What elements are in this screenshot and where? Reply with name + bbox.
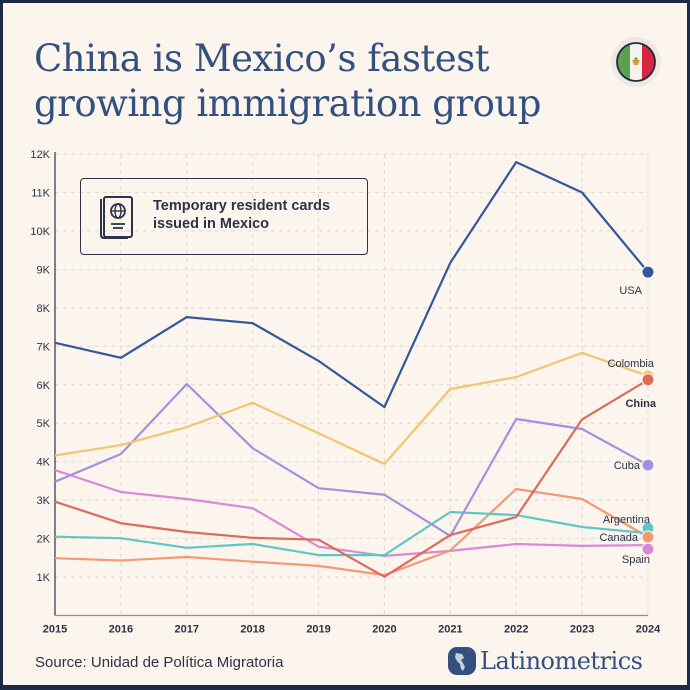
spain-flag-icon xyxy=(641,542,655,556)
source-note: Source: Unidad de Política Migratoria xyxy=(35,654,284,671)
flag-marker xyxy=(641,373,655,387)
axes xyxy=(54,152,648,617)
series-label-canada: Canada xyxy=(599,532,638,544)
y-tick-label: 6K xyxy=(37,380,51,392)
brand-logo: Latinometrics xyxy=(448,644,643,678)
series-label-usa: USA xyxy=(619,285,642,297)
x-tick-label: 2017 xyxy=(175,624,199,636)
y-tick-label: 11K xyxy=(31,187,50,199)
series-end-markers xyxy=(641,265,655,556)
y-tick-label: 7K xyxy=(37,341,51,353)
usa-flag-icon xyxy=(641,265,655,279)
infographic-frame xyxy=(3,3,687,685)
series-label-cuba: Cuba xyxy=(614,460,641,472)
flag-marker xyxy=(641,542,655,556)
series-label-colombia: Colombia xyxy=(608,358,655,370)
series-label-spain: Spain xyxy=(622,554,650,566)
y-axis-ticks: 1K 2K 3K 4K 5K 6K 7K 8K 9K 10K 11K 12K xyxy=(30,149,50,584)
y-tick-label: 4K xyxy=(37,457,51,469)
series-label-argentina: Argentina xyxy=(603,514,651,526)
passport-icon xyxy=(100,196,133,239)
x-tick-label: 2015 xyxy=(43,624,67,636)
flag-marker xyxy=(641,458,655,472)
y-tick-label: 9K xyxy=(37,264,51,276)
page-title: China is Mexico’s fastest growing immigr… xyxy=(34,37,541,125)
flag-marker xyxy=(641,265,655,279)
legend-text: Temporary resident cards issued in Mexic… xyxy=(153,198,331,232)
brand-name: Latinometrics xyxy=(480,647,643,675)
y-tick-label: 1K xyxy=(37,572,51,584)
series-line-cuba xyxy=(54,382,649,538)
y-tick-label: 3K xyxy=(37,495,51,507)
series-lines xyxy=(54,161,649,578)
x-tick-label: 2024 xyxy=(636,624,661,636)
x-tick-label: 2019 xyxy=(306,624,330,636)
canada-flag-icon xyxy=(641,530,655,544)
series-label-china: China xyxy=(625,398,656,410)
x-tick-label: 2022 xyxy=(504,624,528,636)
series-line-colombia xyxy=(54,351,649,466)
x-tick-label: 2018 xyxy=(240,624,264,636)
series-labels: USA Colombia China Cuba Argentina Canada Spain xyxy=(599,285,656,566)
x-tick-label: 2023 xyxy=(570,624,594,636)
y-tick-label: 5K xyxy=(37,418,51,430)
y-tick-label: 2K xyxy=(37,534,51,546)
chart-legend-box: Temporary resident cards issued in Mexic… xyxy=(80,178,368,255)
y-tick-label: 8K xyxy=(37,303,51,315)
cuba-flag-icon xyxy=(641,458,655,472)
series-line-usa xyxy=(54,161,649,409)
x-tick-label: 2016 xyxy=(109,624,133,636)
series-line-china xyxy=(54,378,649,578)
y-tick-label: 10K xyxy=(30,226,50,238)
x-tick-label: 2020 xyxy=(372,624,396,636)
x-tick-label: 2021 xyxy=(438,624,462,636)
americas-globe-icon xyxy=(448,647,476,675)
series-line-argentina xyxy=(54,510,649,557)
flag-marker xyxy=(641,530,655,544)
series-line-spain xyxy=(54,469,649,558)
china-flag-icon xyxy=(641,373,655,387)
grid-lines xyxy=(55,153,649,616)
mexico-flag-icon xyxy=(611,37,661,87)
series-line-canada xyxy=(54,487,649,577)
x-axis-ticks: 2015 2016 2017 2018 2019 2020 2021 2022 2023 2024 xyxy=(43,624,661,636)
y-tick-label: 12K xyxy=(30,149,50,161)
